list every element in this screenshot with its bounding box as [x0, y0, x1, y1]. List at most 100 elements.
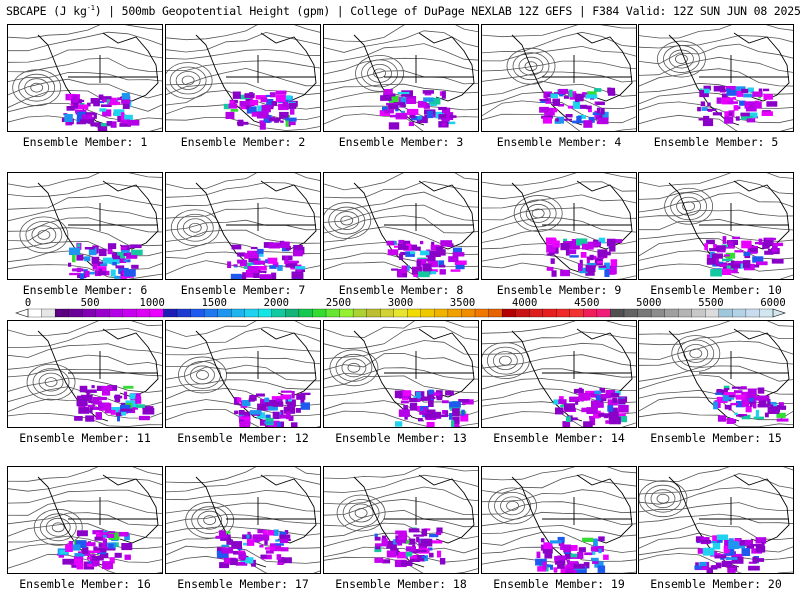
cape-shading	[227, 240, 306, 279]
ensemble-member-map	[323, 466, 479, 574]
colorbar-swatch	[407, 308, 422, 318]
colorbar-swatch	[339, 308, 354, 318]
coastline-borders	[668, 32, 790, 126]
colorbar-swatch	[109, 308, 124, 318]
ensemble-member-map	[638, 24, 794, 132]
ensemble-member-label: Ensemble Member: 18	[335, 577, 467, 591]
ensemble-member-map	[323, 320, 479, 428]
ensemble-member-map	[481, 466, 637, 574]
colorbar-swatch	[203, 308, 219, 318]
colorbar-tick-label: 4500	[574, 297, 600, 309]
colorbar-swatch	[285, 308, 300, 318]
colorbar-swatch	[678, 308, 693, 318]
colorbar-swatch	[366, 308, 381, 318]
coastline-borders	[195, 32, 317, 126]
ensemble-member-map	[481, 24, 637, 132]
ensemble-member-label: Ensemble Member: 12	[177, 431, 309, 445]
cape-shading	[545, 237, 623, 277]
ensemble-member-map	[638, 320, 794, 428]
ensemble-member-label: Ensemble Member: 15	[650, 431, 782, 445]
ensemble-member-label: Ensemble Member: 2	[180, 135, 306, 149]
coastline-borders	[511, 180, 633, 274]
colorbar-swatch	[434, 308, 449, 318]
cape-shading	[694, 534, 767, 573]
colorbar-swatch	[393, 308, 408, 318]
height-contours	[8, 321, 162, 427]
colorbar-swatch	[569, 308, 584, 318]
colorbar-swatch	[122, 308, 137, 318]
colorbar-swatch	[41, 308, 56, 318]
coastline-borders	[511, 328, 633, 422]
cape-shading	[535, 536, 609, 573]
ensemble-member-label: Ensemble Member: 19	[493, 577, 625, 591]
ensemble-member-map	[165, 24, 321, 132]
ensemble-member-map	[165, 320, 321, 428]
cape-shading	[394, 389, 474, 427]
coastline-borders	[353, 328, 475, 422]
colorbar-swatch	[244, 308, 259, 318]
colorbar-swatch	[176, 308, 192, 318]
colorbar-swatch	[352, 308, 368, 318]
ensemble-member-label: Ensemble Member: 11	[19, 431, 151, 445]
colorbar-tick-label: 5500	[698, 297, 724, 309]
ensemble-member-label: Ensemble Member: 1	[22, 135, 148, 149]
ensemble-member-label: Ensemble Member: 6	[22, 283, 148, 297]
height-contours	[166, 321, 320, 427]
ensemble-member-label: Ensemble Member: 16	[19, 577, 151, 591]
colorbar-swatch	[664, 308, 679, 318]
cape-shading	[379, 89, 457, 130]
ensemble-member-map	[638, 466, 794, 574]
height-contours	[8, 173, 162, 279]
colorbar-left-arrow	[15, 308, 29, 318]
ensemble-member-label: Ensemble Member: 17	[177, 577, 309, 591]
coastline-borders	[37, 32, 159, 126]
colorbar-swatch	[27, 308, 43, 318]
coastline-borders	[353, 32, 475, 126]
cape-shading	[223, 90, 298, 130]
colorbar-swatches	[15, 308, 786, 318]
coastline-borders	[511, 474, 633, 568]
ensemble-member-label: Ensemble Member: 14	[493, 431, 625, 445]
ensemble-member-map	[323, 24, 479, 132]
colorbar-swatch	[380, 308, 395, 318]
coastline-borders	[195, 474, 317, 568]
ensemble-member-map	[638, 172, 794, 280]
colorbar-swatch	[136, 308, 151, 318]
colorbar-tick-label: 2000	[263, 297, 289, 309]
colorbar-swatch	[149, 308, 164, 318]
ensemble-member-map	[165, 466, 321, 574]
coastline-borders	[668, 474, 790, 568]
ensemble-member-label: Ensemble Member: 3	[338, 135, 464, 149]
colorbar-swatch	[325, 308, 341, 318]
colorbar-swatch	[718, 308, 733, 318]
colorbar-swatch	[82, 308, 97, 318]
ensemble-member-map	[7, 466, 163, 574]
colorbar-swatch	[217, 308, 232, 318]
cape-shading	[61, 92, 140, 131]
colorbar-swatch	[474, 308, 490, 318]
cape-shading	[215, 529, 292, 569]
colorbar-swatch	[583, 308, 598, 318]
ensemble-member-label: Ensemble Member: 9	[496, 283, 622, 297]
ensemble-member-map	[7, 172, 163, 280]
height-contours	[482, 467, 636, 573]
cape-shading	[553, 387, 629, 427]
colorbar-swatch	[515, 308, 530, 318]
coastline-borders	[668, 180, 790, 274]
colorbar-swatch	[231, 308, 246, 318]
cape-shading	[704, 236, 784, 277]
colorbar-swatch	[650, 308, 666, 318]
colorbar-swatch	[623, 308, 639, 318]
colorbar-tick-label: 1000	[139, 297, 165, 309]
height-contours	[324, 25, 478, 131]
colorbar-swatch	[529, 308, 544, 318]
colorbar-tick-label: 3500	[449, 297, 476, 309]
coastline-borders	[668, 328, 790, 422]
ensemble-member-label: Ensemble Member: 13	[335, 431, 467, 445]
colorbar-swatch	[556, 308, 571, 318]
colorbar-swatch	[488, 308, 503, 318]
colorbar-tick-label: 3000	[387, 297, 414, 309]
colorbar-right-arrow	[772, 308, 786, 318]
colorbar-swatch	[501, 308, 517, 318]
colorbar-swatch	[271, 308, 286, 318]
